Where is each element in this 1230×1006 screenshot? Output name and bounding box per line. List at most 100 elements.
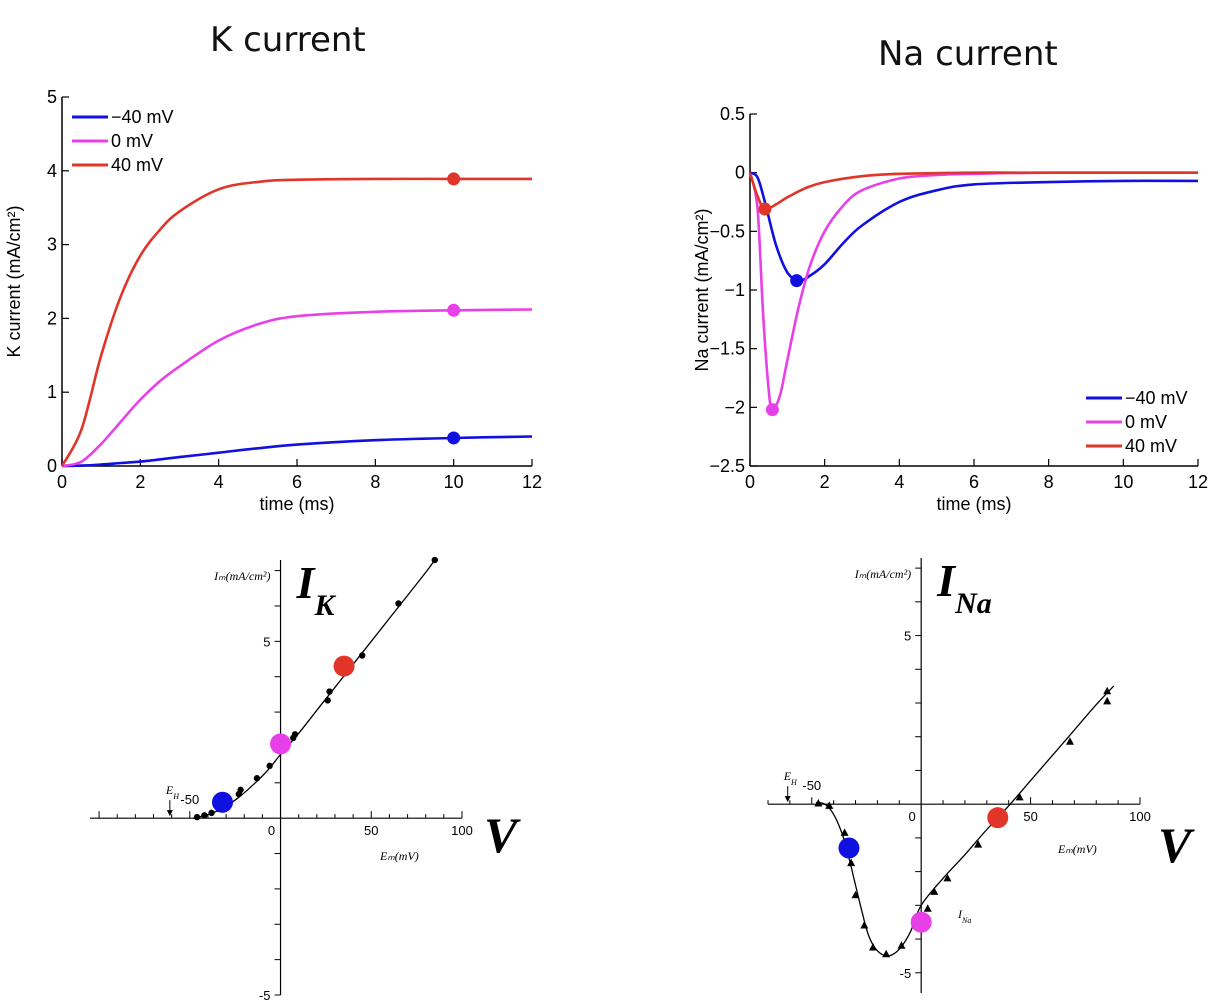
x-tick-label: 12	[522, 472, 542, 492]
legend-label: 40 mV	[1125, 436, 1177, 456]
x-tick-label: 2	[135, 472, 145, 492]
data-point	[326, 688, 333, 695]
x-axis-label: time (ms)	[937, 494, 1012, 514]
x-tick-label: 100	[1129, 809, 1151, 824]
legend-label: −40 mV	[111, 107, 174, 127]
series-line	[61, 308, 533, 468]
x-tick-label: 100	[451, 823, 473, 838]
data-point	[814, 798, 823, 807]
y-tick-label: −1	[724, 280, 745, 300]
y-tick-label: -5	[900, 966, 912, 981]
x-tick-label: 50	[364, 823, 378, 838]
data-point	[193, 813, 201, 821]
y-tick-label: 5	[263, 634, 270, 649]
y-tick-label: −2.5	[709, 456, 745, 476]
y-tick-label: 1	[47, 382, 57, 402]
legend-label: −40 mV	[1125, 388, 1188, 408]
y-axis-label: K current (mA/cm²)	[4, 205, 24, 357]
series-marker	[447, 431, 461, 445]
data-point	[324, 697, 331, 704]
series-marker	[447, 303, 461, 317]
data-point	[897, 941, 906, 949]
iv-title: IK	[296, 557, 337, 622]
iv-title: INa	[936, 555, 992, 620]
y-tick-label: −1.5	[709, 339, 745, 359]
data-point	[431, 556, 438, 564]
series-line	[60, 177, 532, 467]
k-current-title: K current	[210, 20, 366, 60]
x-tick-label: 12	[1188, 472, 1208, 492]
data-point	[253, 775, 261, 782]
series-marker	[447, 172, 461, 186]
y-tick-label: −0.5	[709, 221, 745, 241]
x-tick-label: 0	[268, 823, 275, 838]
x-tick-label: 0	[909, 809, 916, 824]
data-point	[266, 762, 273, 770]
data-point	[1103, 696, 1112, 705]
x-axis-label: Eₘ(mV)	[379, 849, 419, 863]
v-label: V	[1158, 817, 1195, 873]
y-tick-label: 0	[47, 456, 57, 476]
voltage-marker	[838, 837, 860, 859]
y-tick-label: 0.5	[720, 104, 745, 124]
data-point	[860, 921, 869, 929]
series-line	[749, 171, 1199, 282]
x-tick-label: -50	[180, 792, 199, 807]
ina-iv-chart: -50 0 50 100 5 -5 EH Iₘ(mA/cm²) Eₘ(mV) INa V INa	[767, 555, 1195, 993]
y-axis-label: Iₘ(mA/cm²)	[854, 567, 911, 581]
data-point	[208, 809, 215, 817]
x-axis-label: Eₘ(mV)	[1057, 842, 1097, 856]
data-point	[825, 801, 834, 809]
series-marker	[758, 202, 772, 216]
x-tick-label: 0	[745, 472, 755, 492]
y-tick-label: −2	[724, 397, 745, 417]
data-point	[1065, 737, 1074, 745]
x-tick-label: 10	[444, 472, 464, 492]
y-tick-label: 3	[47, 235, 57, 255]
x-tick-label: -50	[802, 778, 821, 793]
data-point	[1103, 686, 1112, 695]
x-tick-label: 50	[1023, 809, 1037, 824]
x-tick-label: 4	[894, 472, 904, 492]
series-line	[61, 435, 533, 468]
series-marker	[790, 274, 804, 288]
data-point	[943, 873, 952, 882]
eh-arrow-head	[784, 796, 791, 803]
legend-label: 0 mV	[1125, 412, 1167, 432]
x-tick-label: 6	[969, 472, 979, 492]
voltage-marker	[333, 655, 355, 677]
data-point	[930, 887, 939, 895]
voltage-marker	[211, 791, 233, 813]
eh-label: EH	[783, 769, 798, 787]
data-point	[923, 904, 932, 912]
y-tick-label: 5	[47, 87, 57, 107]
x-tick-label: 0	[57, 472, 67, 492]
y-tick-label: 2	[47, 308, 57, 328]
data-point	[974, 840, 983, 848]
x-tick-label: 2	[820, 472, 830, 492]
x-tick-label: 8	[370, 472, 380, 492]
voltage-marker	[987, 807, 1009, 829]
data-point	[847, 858, 856, 867]
x-tick-label: 10	[1113, 472, 1133, 492]
eh-arrow-head	[166, 810, 173, 817]
legend-label: 40 mV	[111, 155, 163, 175]
x-axis-label: time (ms)	[260, 494, 335, 514]
series-line	[748, 171, 1198, 211]
x-tick-label: 4	[214, 472, 224, 492]
data-point	[237, 786, 244, 794]
y-tick-label: 0	[735, 163, 745, 183]
data-point	[869, 942, 878, 951]
curve-label: INa	[957, 907, 971, 925]
data-point	[882, 949, 891, 958]
x-tick-label: 8	[1044, 472, 1054, 492]
y-axis-label: Iₘ(mA/cm²)	[213, 569, 270, 583]
data-point	[840, 828, 849, 836]
series-line	[748, 171, 1199, 412]
y-tick-label: 4	[47, 161, 57, 181]
na-current-chart: 0 2 4 6 8 10 12 0.5 0 −0.5 −1 −1.5 −2 −2.5 time (ms) Na…	[692, 104, 1208, 514]
v-label: V	[484, 807, 521, 863]
data-point	[201, 812, 208, 819]
